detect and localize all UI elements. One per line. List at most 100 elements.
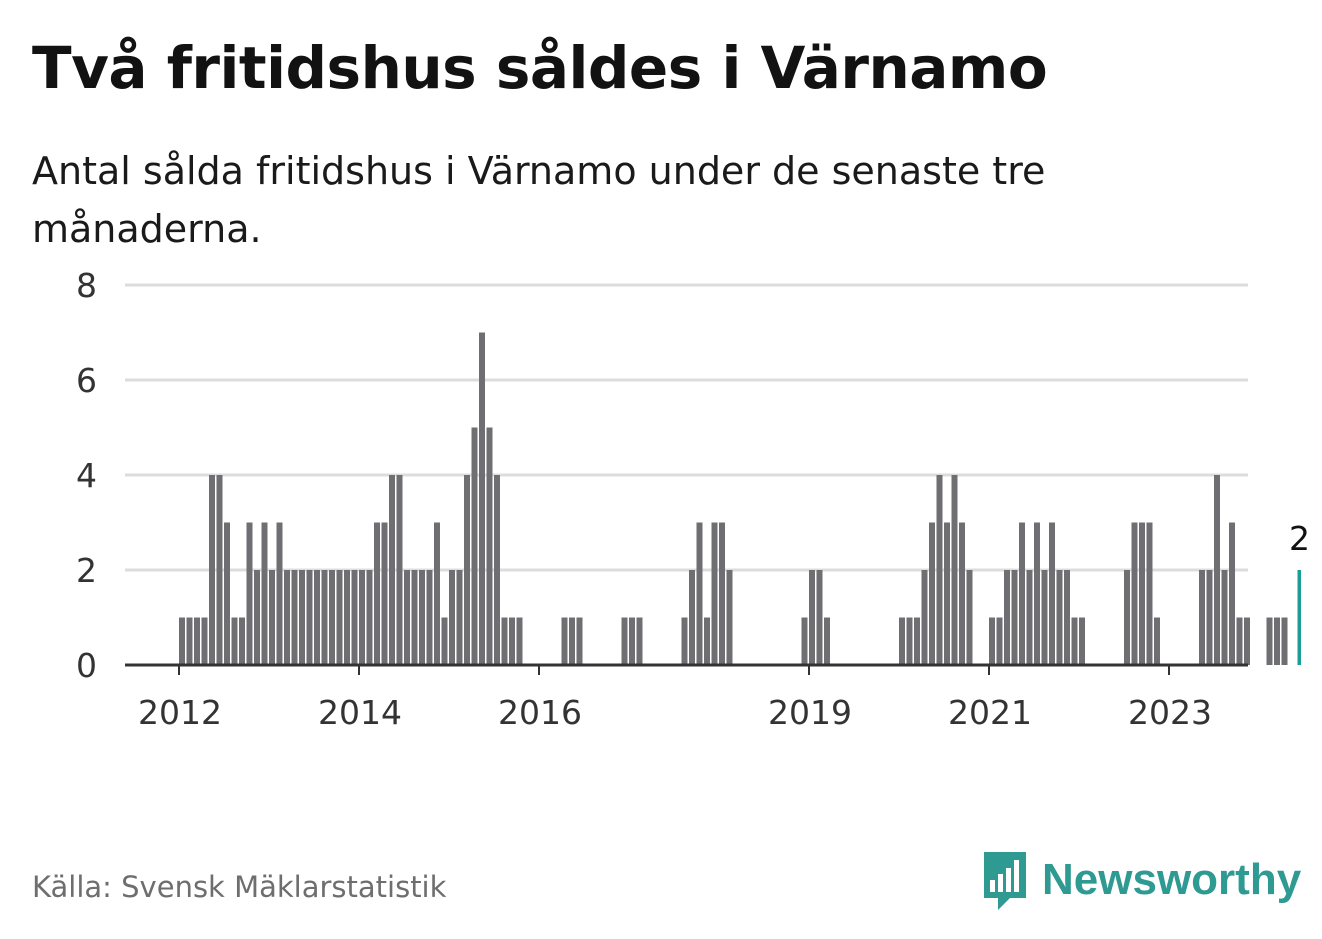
bar xyxy=(914,617,920,665)
bar xyxy=(561,617,568,665)
bar xyxy=(456,570,463,665)
bar xyxy=(929,522,935,665)
bar xyxy=(629,617,635,665)
value-label: 2 xyxy=(1289,519,1310,558)
bar xyxy=(1229,522,1235,665)
bar xyxy=(239,617,245,665)
bar xyxy=(1244,617,1250,665)
bar xyxy=(1214,475,1220,665)
y-tick-label: 6 xyxy=(76,361,97,400)
bar xyxy=(419,570,425,665)
x-tick-label: 2019 xyxy=(768,693,852,732)
bar xyxy=(194,617,200,665)
bar xyxy=(636,617,643,665)
bar xyxy=(1139,522,1145,665)
bar xyxy=(224,522,230,665)
bar xyxy=(366,570,373,665)
y-tick-label: 0 xyxy=(76,646,97,685)
chart-subtitle: Antal sålda fritidshus i Värnamo under d… xyxy=(32,149,1046,251)
x-tick-label: 2014 xyxy=(318,693,402,732)
bar xyxy=(576,617,583,665)
bar xyxy=(329,570,335,665)
bar xyxy=(906,617,913,665)
y-tick-label: 2 xyxy=(76,551,97,590)
bar xyxy=(381,522,388,665)
bar xyxy=(246,522,253,665)
bar xyxy=(276,522,283,665)
bar xyxy=(1049,522,1055,665)
bar xyxy=(1064,570,1070,665)
bar xyxy=(201,617,208,665)
bar xyxy=(261,522,268,665)
bar xyxy=(801,617,808,665)
bar xyxy=(1274,617,1280,665)
bar xyxy=(404,570,410,665)
bar xyxy=(1004,570,1010,665)
bar xyxy=(1221,570,1228,665)
bar xyxy=(441,617,448,665)
x-tick-label: 2012 xyxy=(138,693,222,732)
bar xyxy=(1041,570,1048,665)
bar xyxy=(1266,617,1273,665)
bar xyxy=(486,427,493,665)
bar xyxy=(434,522,440,665)
bar xyxy=(321,570,328,665)
bar xyxy=(291,570,298,665)
bar xyxy=(464,475,470,665)
bar xyxy=(1026,570,1033,665)
bar xyxy=(1131,522,1138,665)
bar xyxy=(569,617,575,665)
bar xyxy=(1124,570,1130,665)
bar xyxy=(284,570,290,665)
bar xyxy=(1146,522,1153,665)
bar xyxy=(689,570,695,665)
bar xyxy=(231,617,238,665)
bar xyxy=(996,617,1003,665)
bar xyxy=(471,427,478,665)
bar xyxy=(719,522,725,665)
bar xyxy=(509,617,515,665)
bar xyxy=(1154,617,1160,665)
bar xyxy=(1079,617,1085,665)
y-tick-label: 8 xyxy=(76,266,97,305)
bar xyxy=(824,617,830,665)
bar xyxy=(306,570,313,665)
bar-chart: 0 2 4 6 8 2 2012 2014 2016 2019 2021 2023 xyxy=(76,266,1310,732)
bar xyxy=(944,522,950,665)
bar xyxy=(621,617,628,665)
bar xyxy=(254,570,260,665)
x-tick-label: 2023 xyxy=(1128,693,1212,732)
bar xyxy=(216,475,223,665)
bar xyxy=(711,522,718,665)
bar xyxy=(269,570,275,665)
x-tick-label: 2021 xyxy=(948,693,1032,732)
bar xyxy=(516,617,523,665)
bar xyxy=(1071,617,1078,665)
bar xyxy=(1281,617,1288,665)
bar xyxy=(494,475,500,665)
bar xyxy=(336,570,343,665)
bar xyxy=(426,570,433,665)
bar xyxy=(809,570,815,665)
bar xyxy=(1199,570,1205,665)
bar xyxy=(921,570,928,665)
bar-chart-speech-bubble-icon xyxy=(984,852,1026,910)
bar xyxy=(501,617,508,665)
bar xyxy=(1019,522,1025,665)
bar xyxy=(186,617,193,665)
bar xyxy=(314,570,320,665)
y-tick-label: 4 xyxy=(76,456,97,495)
bar xyxy=(951,475,958,665)
bar xyxy=(351,570,358,665)
bar xyxy=(344,570,350,665)
bar xyxy=(449,570,455,665)
bar xyxy=(179,617,185,665)
bar xyxy=(374,522,380,665)
bar xyxy=(816,570,823,665)
bar xyxy=(966,570,973,665)
bar xyxy=(959,522,965,665)
bar xyxy=(1206,570,1213,665)
bar xyxy=(726,570,733,665)
bar xyxy=(1236,617,1243,665)
bar xyxy=(1034,522,1040,665)
